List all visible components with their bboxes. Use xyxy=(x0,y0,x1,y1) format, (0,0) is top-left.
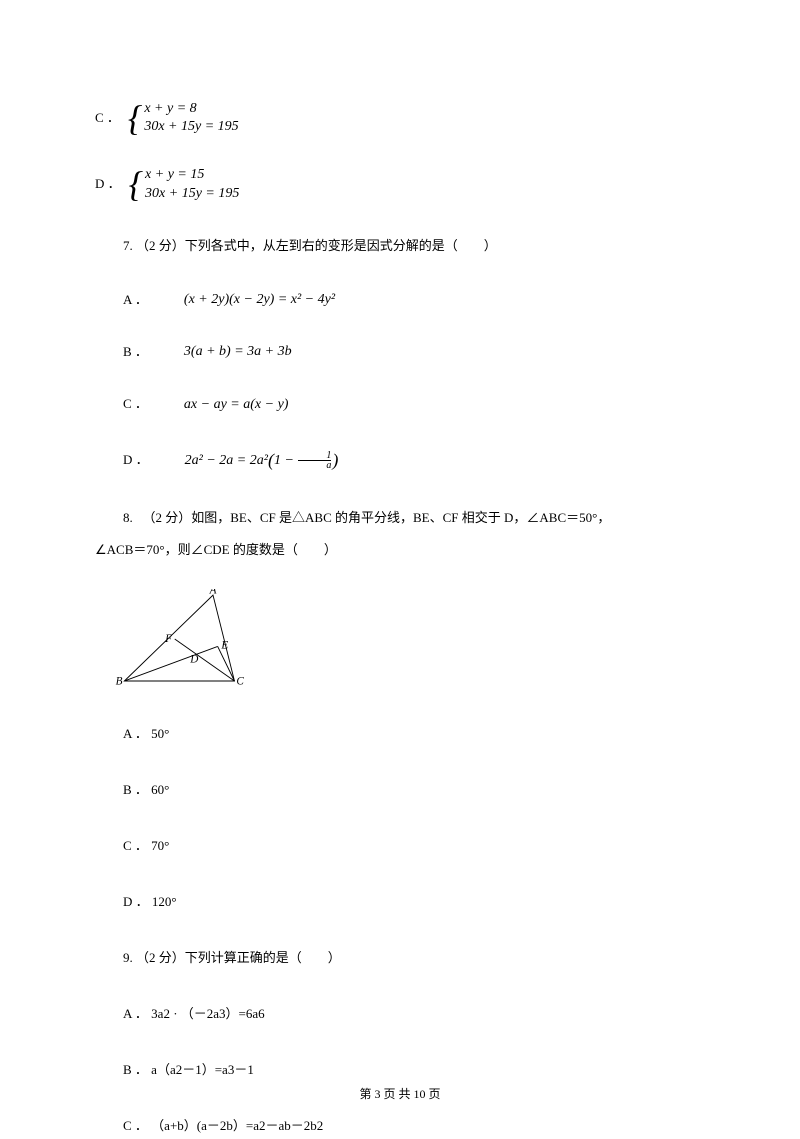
q8-option-d: D ． 120° xyxy=(95,889,705,915)
q6-option-c: C ． { x + y = 8 30x + 15y = 195 xyxy=(95,100,705,136)
q7-option-d: D ． 2a² − 2a = 2a²(1 − 1a) xyxy=(95,446,705,475)
q9-option-a: A ． 3a2 · （－2a3）=6a6 xyxy=(95,1001,705,1027)
option-label: B ． xyxy=(95,342,148,363)
q9-option-c: C ． （a+b）(a－2b）=a2－ab－2b2 xyxy=(95,1113,705,1139)
eq-line: 30x + 15y = 195 xyxy=(145,185,239,203)
math-expr: ax − ay = a(x − y) xyxy=(156,394,289,416)
eq-line: 30x + 15y = 195 xyxy=(144,118,238,136)
svg-text:D: D xyxy=(189,653,198,665)
equation-system: { x + y = 8 30x + 15y = 195 xyxy=(128,100,239,136)
q8-option-b: B ． 60° xyxy=(95,777,705,803)
math-expr: (x + 2y)(x − 2y) = x² − 4y² xyxy=(156,289,335,311)
q7-option-a: A ． (x + 2y)(x − 2y) = x² − 4y² xyxy=(95,289,705,311)
option-label: D ． xyxy=(95,450,149,471)
option-label: C ． xyxy=(95,394,148,415)
equation-system: { x + y = 15 30x + 15y = 195 xyxy=(129,166,240,202)
q8-stem-line-2: ∠ACB＝70°，则∠CDE 的度数是（ ） xyxy=(95,537,705,563)
svg-text:E: E xyxy=(220,639,228,651)
math-expr: 2a² − 2a = 2a²(1 − 1a) xyxy=(157,446,339,475)
svg-text:B: B xyxy=(116,675,123,687)
q8-figure: A B C F E D xyxy=(115,589,255,689)
option-label: D ． xyxy=(95,174,121,195)
eq-line: x + y = 15 xyxy=(145,166,239,184)
q7-option-c: C ． ax − ay = a(x − y) xyxy=(95,394,705,416)
q8-option-c: C ． 70° xyxy=(95,833,705,859)
q9-option-b: B ． a（a2－1）=a3－1 xyxy=(95,1057,705,1083)
q7-option-b: B ． 3(a + b) = 3a + 3b xyxy=(95,341,705,363)
page-footer: 第 3 页 共 10 页 xyxy=(0,1085,800,1102)
q6-option-d: D ． { x + y = 15 30x + 15y = 195 xyxy=(95,166,705,202)
q7-stem: 7. （2 分）下列各式中，从左到右的变形是因式分解的是（ ） xyxy=(95,233,705,259)
svg-text:F: F xyxy=(164,633,172,645)
eq-line: x + y = 8 xyxy=(144,100,238,118)
q9-stem: 9. （2 分）下列计算正确的是（ ） xyxy=(95,945,705,971)
option-label: A ． xyxy=(95,290,148,311)
math-expr: 3(a + b) = 3a + 3b xyxy=(156,341,292,363)
option-label: C ． xyxy=(95,108,120,129)
svg-text:A: A xyxy=(209,589,217,596)
q8-stem-line-1: 8. （2 分）如图，BE、CF 是△ABC 的角平分线，BE、CF 相交于 D… xyxy=(95,505,705,531)
svg-text:C: C xyxy=(236,675,244,687)
q8-option-a: A ． 50° xyxy=(95,721,705,747)
